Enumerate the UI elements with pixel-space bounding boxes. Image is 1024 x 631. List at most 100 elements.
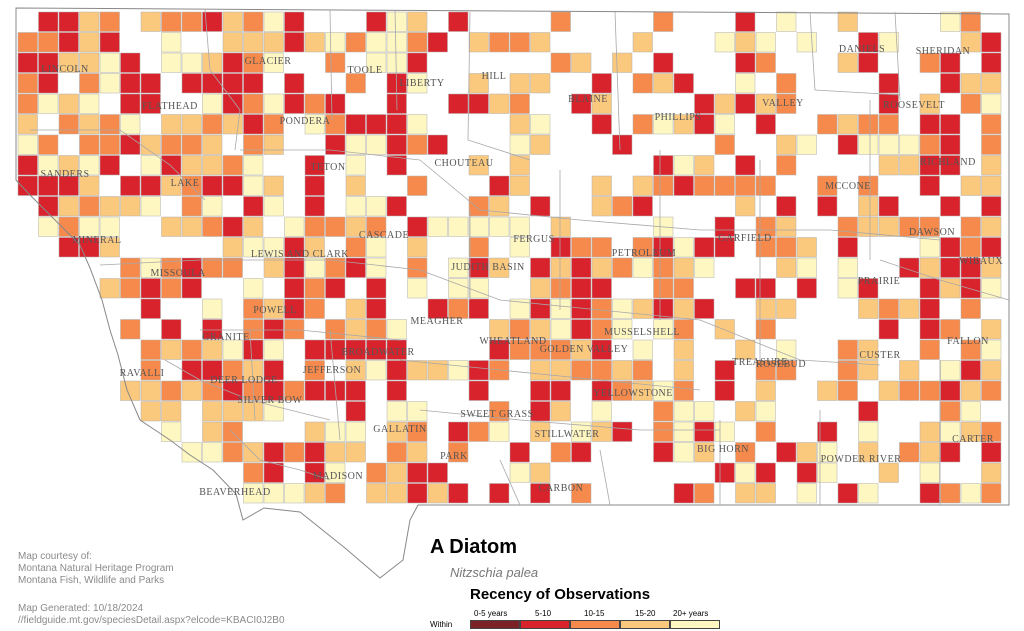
observation-cell bbox=[345, 196, 366, 217]
observation-cell bbox=[120, 196, 141, 217]
observation-cell bbox=[263, 380, 284, 401]
observation-cell bbox=[489, 401, 510, 422]
observation-cell bbox=[694, 298, 715, 319]
observation-cell bbox=[79, 134, 100, 155]
observation-cell bbox=[366, 216, 387, 237]
observation-cell bbox=[919, 380, 940, 401]
observation-cell bbox=[161, 278, 182, 299]
observation-cell bbox=[755, 298, 776, 319]
observation-cell bbox=[99, 278, 120, 299]
observation-cell bbox=[448, 483, 469, 504]
observation-cell bbox=[345, 134, 366, 155]
observation-cell bbox=[202, 73, 223, 94]
observation-cell bbox=[858, 421, 879, 442]
observation-cell bbox=[243, 11, 264, 32]
county-label-deer-lodge: DEER LODGE bbox=[210, 375, 278, 386]
observation-cell bbox=[448, 11, 469, 32]
observation-cell bbox=[673, 483, 694, 504]
observation-cell bbox=[591, 278, 612, 299]
observation-cell bbox=[858, 134, 879, 155]
observation-cell bbox=[591, 257, 612, 278]
observation-cell bbox=[304, 155, 325, 176]
observation-cell bbox=[694, 401, 715, 422]
observation-cell bbox=[530, 196, 551, 217]
observation-cell bbox=[981, 237, 1002, 258]
observation-cell bbox=[181, 216, 202, 237]
observation-cell bbox=[919, 319, 940, 340]
observation-cell bbox=[653, 11, 674, 32]
observation-cell bbox=[878, 196, 899, 217]
observation-cell bbox=[673, 278, 694, 299]
observation-cell bbox=[550, 278, 571, 299]
observation-cell bbox=[858, 114, 879, 135]
observation-cell bbox=[325, 483, 346, 504]
observation-cell bbox=[468, 380, 489, 401]
observation-cell bbox=[222, 52, 243, 73]
observation-cell bbox=[58, 114, 79, 135]
observation-cell bbox=[673, 339, 694, 360]
observation-cell bbox=[222, 360, 243, 381]
observation-cell bbox=[181, 196, 202, 217]
observation-cell bbox=[345, 401, 366, 422]
observation-cell bbox=[981, 339, 1002, 360]
species-scientific-name: Nitzschia palea bbox=[450, 565, 539, 580]
observation-cell bbox=[386, 52, 407, 73]
observation-cell bbox=[960, 278, 981, 299]
observation-cell bbox=[981, 32, 1002, 53]
observation-cell bbox=[202, 175, 223, 196]
observation-cell bbox=[58, 52, 79, 73]
observation-cell bbox=[632, 175, 653, 196]
observation-cell bbox=[673, 319, 694, 340]
observation-cell bbox=[612, 52, 633, 73]
observation-cell bbox=[878, 298, 899, 319]
observation-cell bbox=[304, 442, 325, 463]
observation-cell bbox=[202, 421, 223, 442]
county-label-jefferson: JEFFERSON bbox=[303, 365, 361, 376]
observation-cell bbox=[366, 196, 387, 217]
observation-cell bbox=[243, 237, 264, 258]
observation-cell bbox=[38, 175, 59, 196]
observation-cell bbox=[427, 298, 448, 319]
observation-cell bbox=[919, 421, 940, 442]
observation-cell bbox=[653, 52, 674, 73]
county-label-dawson: DAWSON bbox=[909, 227, 955, 238]
observation-cell bbox=[58, 237, 79, 258]
observation-cell bbox=[530, 380, 551, 401]
observation-cell bbox=[325, 257, 346, 278]
observation-cell bbox=[612, 134, 633, 155]
observation-cell bbox=[38, 216, 59, 237]
observation-cell bbox=[940, 196, 961, 217]
observation-cell bbox=[263, 134, 284, 155]
observation-cell bbox=[981, 380, 1002, 401]
county-label-musselshell: MUSSELSHELL bbox=[604, 327, 680, 338]
observation-cell bbox=[366, 483, 387, 504]
observation-cell bbox=[735, 32, 756, 53]
observation-cell bbox=[181, 134, 202, 155]
observation-cell bbox=[735, 11, 756, 32]
observation-cell bbox=[755, 93, 776, 114]
observation-cell bbox=[940, 114, 961, 135]
observation-cell bbox=[530, 134, 551, 155]
observation-cell bbox=[263, 52, 284, 73]
observation-cell bbox=[755, 421, 776, 442]
observation-cell bbox=[222, 401, 243, 422]
observation-cell bbox=[366, 237, 387, 258]
observation-cell bbox=[673, 237, 694, 258]
observation-cell bbox=[407, 134, 428, 155]
county-label-powder-river: POWDER RIVER bbox=[821, 454, 902, 465]
observation-cell bbox=[878, 155, 899, 176]
observation-cell bbox=[776, 360, 797, 381]
observation-cell bbox=[386, 32, 407, 53]
observation-cell bbox=[304, 93, 325, 114]
observation-cell bbox=[632, 257, 653, 278]
observation-cell bbox=[530, 278, 551, 299]
observation-cell bbox=[714, 134, 735, 155]
observation-cell bbox=[325, 114, 346, 135]
observation-cell bbox=[940, 155, 961, 176]
observation-cell bbox=[386, 380, 407, 401]
observation-cell bbox=[878, 32, 899, 53]
observation-cell bbox=[120, 134, 141, 155]
observation-cell bbox=[940, 257, 961, 278]
observation-cell bbox=[468, 32, 489, 53]
observation-cell bbox=[632, 360, 653, 381]
